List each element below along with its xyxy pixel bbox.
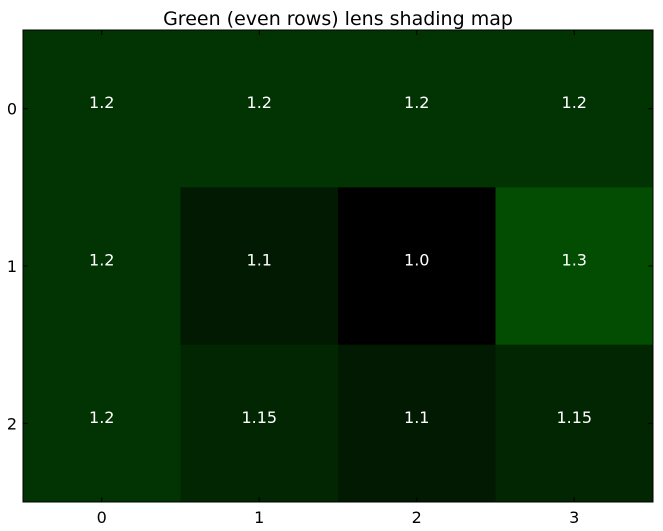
cell-label: 1.2 [562, 93, 587, 112]
heatmap-cell [338, 187, 496, 346]
heatmap-cell [338, 30, 496, 188]
heatmap-cell [180, 187, 339, 346]
cell-label: 1.15 [556, 408, 592, 427]
x-tick-label: 0 [97, 508, 107, 527]
heatmap-cell [180, 344, 339, 503]
cell-label: 1.2 [247, 93, 272, 112]
heatmap-cell [180, 30, 339, 188]
y-tick-label: 0 [7, 100, 17, 119]
cell-label: 1.2 [89, 408, 114, 427]
cell-label: 1.1 [247, 251, 272, 270]
heatmap-cell [495, 344, 654, 503]
x-tick-label: 2 [412, 508, 422, 527]
heatmap-cell [23, 344, 181, 503]
x-tick-label: 1 [254, 508, 264, 527]
heatmap-cell [338, 344, 496, 503]
y-tick-label: 2 [7, 414, 17, 433]
cell-label: 1.2 [404, 93, 429, 112]
cell-label: 1.2 [89, 251, 114, 270]
cell-label: 1.1 [404, 408, 429, 427]
heatmap-cell [495, 30, 654, 188]
chart-title: Green (even rows) lens shading map [163, 8, 513, 30]
cell-label: 1.3 [562, 251, 587, 270]
heatmap-cell [495, 187, 654, 346]
cell-label: 1.2 [89, 93, 114, 112]
x-tick-label: 3 [569, 508, 579, 527]
heatmap-cell [23, 30, 181, 188]
cell-label: 1.0 [404, 251, 429, 270]
heatmap-cell [23, 187, 181, 346]
cell-label: 1.15 [241, 408, 277, 427]
y-tick-label: 1 [7, 257, 17, 276]
